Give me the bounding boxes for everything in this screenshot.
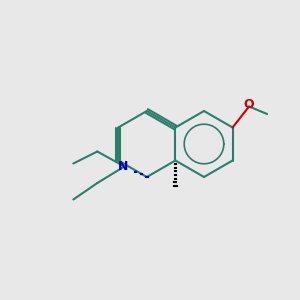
Text: N: N	[118, 160, 128, 173]
Text: O: O	[244, 98, 254, 112]
